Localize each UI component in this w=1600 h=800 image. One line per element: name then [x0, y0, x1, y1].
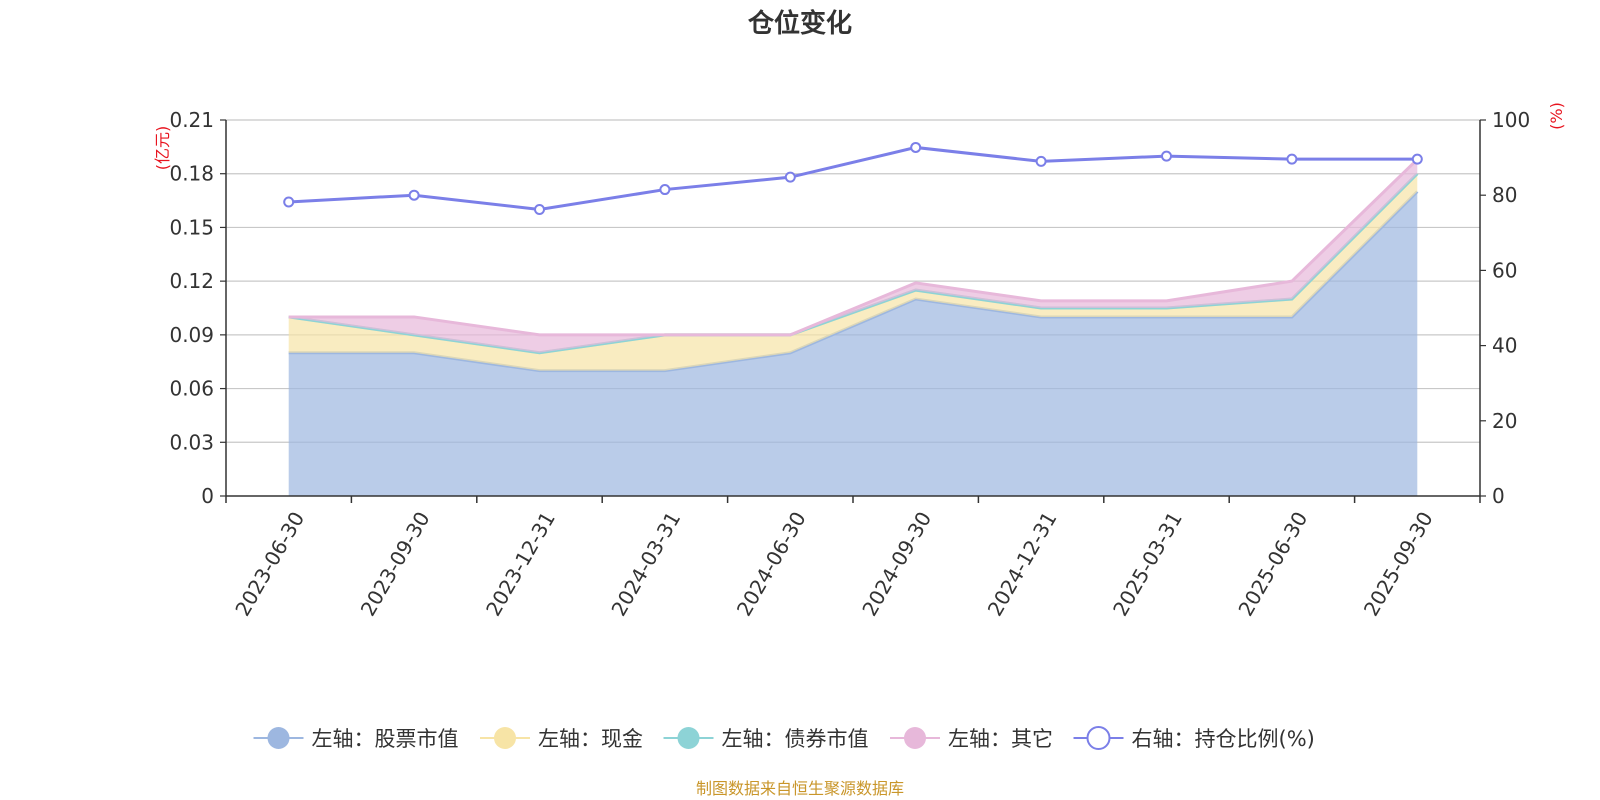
- x-tick-label: 2024-03-31: [606, 508, 685, 621]
- right-tick-label: 0: [1492, 484, 1505, 508]
- legend-item[interactable]: 左轴：债券市值: [663, 727, 869, 751]
- right-tick-label: 100: [1492, 108, 1530, 132]
- stacked-areas: [288, 158, 1419, 496]
- legend-label: 左轴：债券市值: [722, 727, 869, 751]
- legend-item[interactable]: 左轴：其它: [890, 727, 1053, 751]
- left-axis-unit: (亿元): [153, 126, 172, 171]
- legend-item[interactable]: 左轴：现金: [480, 727, 643, 751]
- holding-ratio-point: [534, 203, 545, 215]
- left-tick-label: 0.03: [169, 430, 214, 454]
- right-axis-unit: (%): [1547, 102, 1566, 130]
- x-tick-label: 2023-12-31: [481, 508, 560, 621]
- x-tick-label: 2023-06-30: [230, 508, 309, 621]
- left-tick-label: 0.06: [169, 377, 214, 401]
- legend-marker: [1086, 726, 1111, 750]
- holding-ratio-point: [784, 171, 796, 183]
- holding-ratio-line: [283, 141, 1423, 215]
- left-tick-label: 0: [201, 484, 214, 508]
- legend-marker: [904, 727, 926, 749]
- legend-label: 右轴：持仓比例(%): [1132, 727, 1315, 751]
- area-0: [288, 191, 1418, 496]
- right-tick-label: 80: [1492, 183, 1517, 207]
- area-top-line-3: [288, 158, 1419, 337]
- holding-ratio-point: [408, 189, 420, 201]
- legend: 左轴：股票市值 左轴：现金 左轴：债券市值 左轴：其它 右轴：持仓比例(%): [253, 726, 1315, 751]
- legend-marker: [267, 727, 290, 749]
- holding-ratio-point: [1286, 153, 1298, 165]
- holding-ratio-point: [1161, 150, 1172, 162]
- left-tick-label: 0.18: [169, 162, 214, 186]
- right-tick-label: 20: [1492, 409, 1517, 433]
- x-tick-label: 2025-03-31: [1108, 508, 1187, 621]
- legend-marker: [494, 727, 516, 749]
- left-tick-label: 0.12: [169, 269, 214, 293]
- x-tick-label: 2023-09-30: [356, 507, 435, 620]
- left-tick-label: 0.09: [169, 323, 214, 347]
- legend-item[interactable]: 右轴：持仓比例(%): [1073, 726, 1315, 751]
- holding-ratio-point: [1411, 153, 1423, 165]
- legend-marker: [677, 727, 700, 749]
- right-tick-label: 40: [1492, 334, 1517, 358]
- x-tick-label: 2024-12-31: [983, 508, 1062, 621]
- holding-ratio-point: [283, 196, 295, 208]
- right-tick-label: 60: [1492, 258, 1517, 282]
- left-tick-label: 0.15: [169, 215, 214, 239]
- holding-ratio-point: [1035, 155, 1047, 167]
- legend-item[interactable]: 左轴：股票市值: [253, 727, 459, 751]
- holding-ratio-path: [288, 145, 1418, 212]
- x-tick-label: 2024-06-30: [732, 508, 811, 621]
- x-tick-label: 2024-09-30: [857, 507, 936, 620]
- area-3: [288, 159, 1418, 353]
- left-tick-label: 0.21: [169, 108, 214, 132]
- holding-ratio-point: [659, 184, 671, 196]
- area-1: [288, 173, 1418, 371]
- legend-label: 左轴：股票市值: [312, 727, 459, 751]
- data-source-note: 制图数据来自恒生聚源数据库: [696, 779, 904, 798]
- legend-label: 左轴：其它: [948, 727, 1053, 751]
- x-tick-label: 2025-09-30: [1359, 508, 1438, 621]
- chart-title: 仓位变化: [747, 8, 852, 39]
- holding-ratio-point: [910, 141, 922, 153]
- x-tick-label: 2025-06-30: [1233, 508, 1312, 621]
- legend-label: 左轴：现金: [538, 727, 643, 751]
